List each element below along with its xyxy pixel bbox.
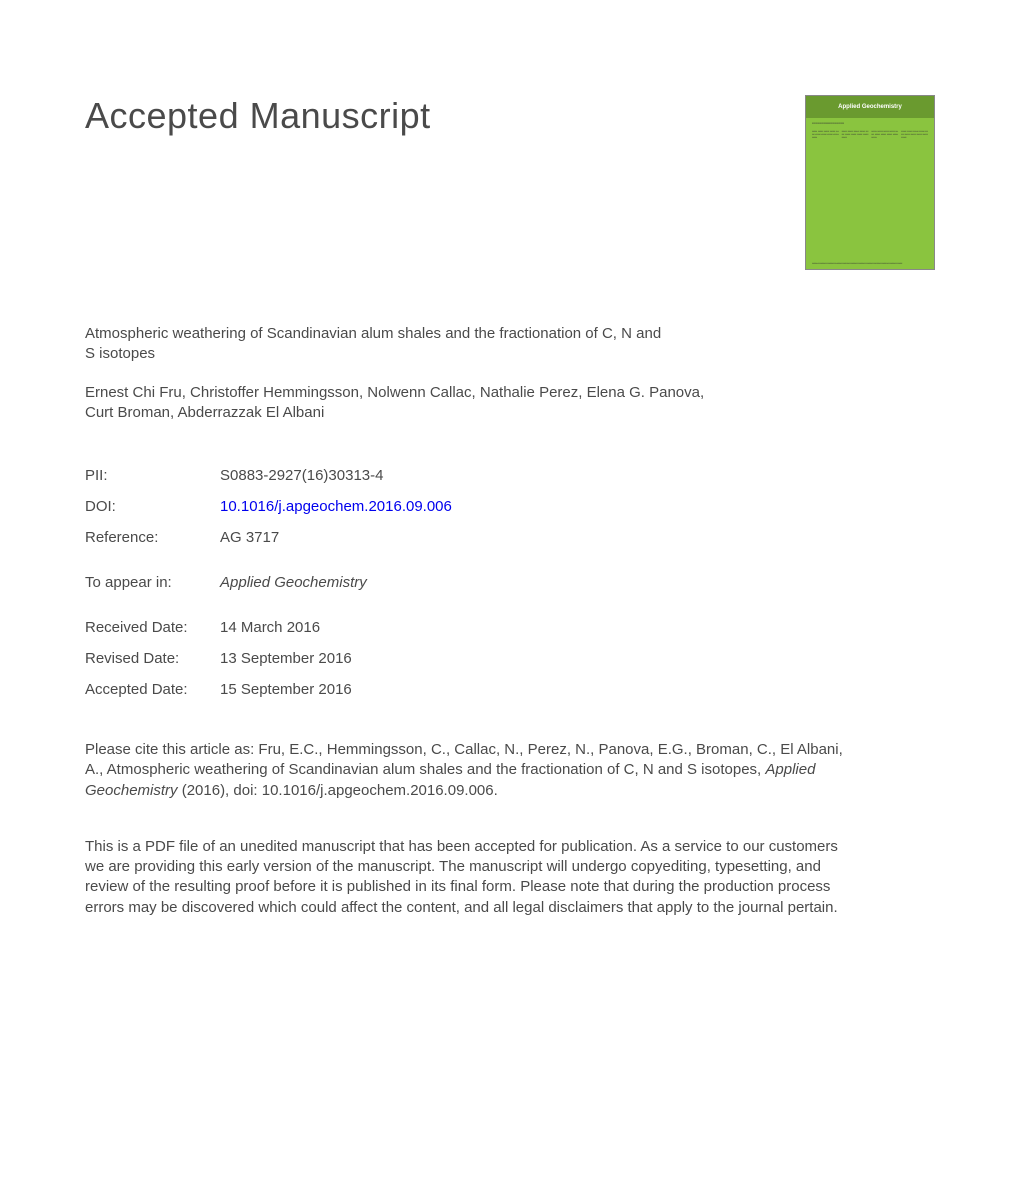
metadata-table: PII: S0883-2927(16)30313-4 DOI: 10.1016/…	[85, 465, 935, 700]
meta-row-doi: DOI: 10.1016/j.apgeochem.2016.09.006	[85, 496, 935, 517]
meta-value-journal: Applied Geochemistry	[220, 572, 367, 593]
meta-row-received: Received Date: 14 March 2016	[85, 617, 935, 638]
citation-text: Please cite this article as: Fru, E.C., …	[85, 740, 845, 801]
meta-label: To appear in:	[85, 572, 220, 593]
article-title: Atmospheric weathering of Scandinavian a…	[85, 324, 675, 365]
meta-row-appear: To appear in: Applied Geochemistry	[85, 572, 935, 593]
authors: Ernest Chi Fru, Christoffer Hemmingsson,…	[85, 383, 705, 424]
meta-value-doi-link[interactable]: 10.1016/j.apgeochem.2016.09.006	[220, 496, 452, 517]
meta-label: Reference:	[85, 527, 220, 548]
disclaimer-text: This is a PDF file of an unedited manusc…	[85, 837, 845, 918]
meta-row-revised: Revised Date: 13 September 2016	[85, 648, 935, 669]
journal-thumb-body: ▪▪▪▪▪▪▪▪▪▪▪▪▪▪▪▪▪▪▪▪▪▪▪▪▪▪▪▪▪▪ ▪▪▪▪▪▪ ▪▪…	[806, 118, 934, 143]
meta-label: Accepted Date:	[85, 679, 220, 700]
meta-label: Received Date:	[85, 617, 220, 638]
meta-label: DOI:	[85, 496, 220, 517]
meta-value-revised: 13 September 2016	[220, 648, 352, 669]
meta-row-accepted: Accepted Date: 15 September 2016	[85, 679, 935, 700]
meta-label: PII:	[85, 465, 220, 486]
meta-value-pii: S0883-2927(16)30313-4	[220, 465, 383, 486]
journal-thumb-header: Applied Geochemistry	[806, 96, 934, 118]
journal-thumb-title: Applied Geochemistry	[838, 104, 902, 110]
journal-cover-thumbnail: Applied Geochemistry ▪▪▪▪▪▪▪▪▪▪▪▪▪▪▪▪▪▪▪…	[805, 95, 935, 270]
accepted-manuscript-heading: Accepted Manuscript	[85, 95, 431, 137]
meta-row-pii: PII: S0883-2927(16)30313-4	[85, 465, 935, 486]
meta-value-received: 14 March 2016	[220, 617, 320, 638]
header-row: Accepted Manuscript Applied Geochemistry…	[85, 95, 935, 270]
meta-row-reference: Reference: AG 3717	[85, 527, 935, 548]
citation-suffix: (2016), doi: 10.1016/j.apgeochem.2016.09…	[178, 782, 498, 799]
meta-value-accepted: 15 September 2016	[220, 679, 352, 700]
meta-label: Revised Date:	[85, 648, 220, 669]
meta-value-reference: AG 3717	[220, 527, 279, 548]
citation-prefix: Please cite this article as: Fru, E.C., …	[85, 741, 843, 778]
